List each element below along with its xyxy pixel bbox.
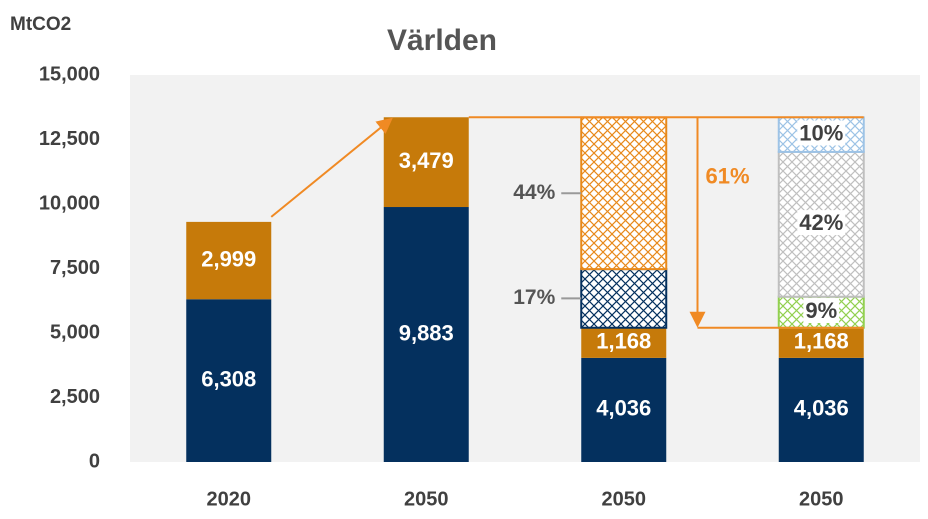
bar-segment xyxy=(383,117,469,208)
segment-label: 1,168 xyxy=(794,329,849,354)
segment-label: 4,036 xyxy=(596,396,651,421)
y-tick-label: 12,500 xyxy=(39,128,100,150)
annotation: 61% xyxy=(706,163,750,188)
segment-label: 3,479 xyxy=(399,148,454,173)
label-bg xyxy=(797,210,846,236)
bar-segment xyxy=(186,221,272,300)
bar-segment xyxy=(581,357,667,462)
segment-label: 4,036 xyxy=(794,396,849,421)
y-tick-label: 5,000 xyxy=(50,321,100,343)
x-tick-label: 2050 xyxy=(602,488,647,510)
segment-label: 9% xyxy=(805,298,837,323)
chart-title: Världen xyxy=(387,24,497,57)
hatched-segment xyxy=(580,268,668,329)
segment-label: 9,883 xyxy=(399,320,454,345)
segment-label: 42% xyxy=(799,210,843,235)
bar-segment xyxy=(778,327,864,358)
segment-label: 17% xyxy=(513,286,555,309)
segment-label: 10% xyxy=(799,120,843,145)
bar-segment xyxy=(383,207,469,462)
segment-label: 2,999 xyxy=(201,246,256,271)
bar-segment xyxy=(581,327,667,358)
bar-segment xyxy=(186,299,272,462)
y-axis-label: MtCO2 xyxy=(10,14,71,35)
x-tick-label: 2050 xyxy=(799,488,844,510)
label-bg xyxy=(797,120,846,146)
segment-label: 1,168 xyxy=(596,329,651,354)
y-tick-label: 7,500 xyxy=(50,257,100,279)
x-tick-label: 2050 xyxy=(404,488,449,510)
segment-label: 6,308 xyxy=(201,366,256,391)
label-bg xyxy=(803,298,840,324)
y-tick-label: 10,000 xyxy=(39,192,100,214)
y-tick-label: 2,500 xyxy=(50,386,100,408)
growth-arrow xyxy=(270,117,393,218)
y-tick-label: 0 xyxy=(89,450,100,472)
hatched-segment xyxy=(580,116,668,271)
x-tick-label: 2020 xyxy=(207,488,252,510)
bar-segment xyxy=(778,357,864,462)
segment-label: 44% xyxy=(513,181,555,204)
y-tick-label: 15,000 xyxy=(39,63,100,85)
